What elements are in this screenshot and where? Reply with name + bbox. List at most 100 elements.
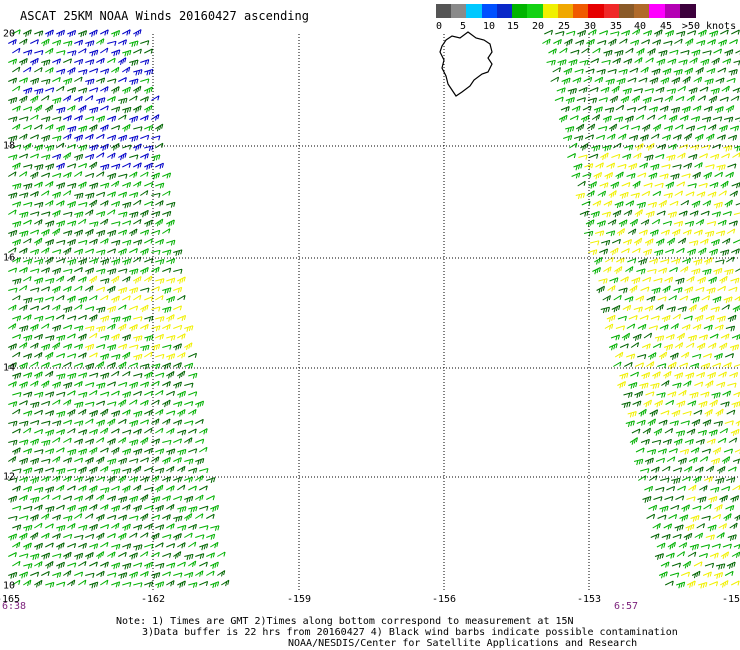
wind-barb: [581, 47, 590, 54]
legend-swatch: [679, 4, 696, 18]
wind-barb: [96, 211, 106, 218]
wind-barb: [133, 504, 143, 513]
wind-barb: [615, 104, 625, 111]
wind-barb: [733, 391, 740, 398]
wind-barb: [23, 183, 33, 190]
wind-barb: [67, 163, 77, 169]
wind-barb: [52, 228, 61, 236]
wind-barb: [713, 267, 723, 275]
wind-barb: [133, 544, 143, 551]
wind-barb: [699, 485, 708, 492]
wind-barb: [85, 418, 94, 424]
wind-barb: [659, 173, 669, 180]
wind-barb: [34, 30, 44, 37]
wind-barb: [638, 77, 648, 83]
wind-barb: [89, 144, 99, 152]
wind-barb: [711, 238, 720, 247]
wind-barb: [594, 230, 605, 237]
wind-barb: [41, 494, 50, 500]
wind-barb: [96, 268, 106, 275]
wind-barb: [610, 247, 619, 256]
wind-barb: [100, 278, 110, 284]
wind-barb: [151, 496, 161, 503]
wind-barb: [657, 114, 667, 120]
wind-barb: [41, 380, 50, 389]
wind-barb: [601, 239, 611, 246]
wind-barb: [89, 428, 98, 436]
wind-barb: [56, 542, 65, 550]
wind-barb: [578, 154, 588, 160]
wind-barb: [19, 95, 28, 104]
wind-barb: [640, 66, 649, 74]
wind-barb: [667, 541, 676, 550]
wind-barb: [151, 306, 161, 312]
wind-barb: [155, 162, 164, 169]
wind-barb: [177, 580, 186, 588]
wind-barb: [19, 211, 29, 219]
wind-barb: [30, 57, 39, 66]
wind-barb: [23, 49, 33, 56]
wind-barb: [731, 334, 740, 341]
wind-barb: [173, 268, 183, 274]
wind-barb: [122, 162, 131, 168]
wind-barb: [8, 515, 18, 521]
wind-barb: [730, 277, 740, 284]
wind-barb: [593, 106, 603, 114]
wind-barb: [177, 276, 186, 284]
wind-barb: [642, 96, 652, 104]
wind-barb: [12, 579, 21, 586]
legend-swatch: [573, 4, 589, 18]
wind-barb: [74, 248, 84, 255]
wind-barb: [660, 410, 670, 416]
wind-barb: [12, 392, 22, 398]
wind-barb: [623, 209, 633, 217]
wind-barb: [162, 344, 172, 350]
wind-barb: [597, 40, 607, 46]
wind-barb: [665, 248, 675, 254]
wind-barb: [676, 400, 686, 408]
wind-barb: [78, 87, 88, 94]
wind-barb: [637, 323, 647, 331]
wind-barb: [642, 427, 651, 435]
wind-barb: [89, 503, 98, 511]
wind-barb: [23, 486, 33, 493]
wind-barb: [210, 541, 219, 549]
wind-barb: [140, 532, 149, 538]
wind-barb: [184, 495, 194, 503]
wind-barb: [645, 210, 655, 218]
wind-barb: [702, 268, 712, 276]
wind-barb: [661, 314, 671, 323]
wind-barb: [12, 468, 22, 474]
wind-barb: [590, 58, 600, 64]
wind-barb: [643, 332, 653, 339]
wind-barb: [140, 59, 150, 66]
wind-barb: [166, 448, 176, 456]
wind-barb: [41, 532, 50, 540]
wind-barb: [633, 88, 643, 94]
wind-barb: [656, 58, 666, 66]
wind-barb: [621, 182, 631, 188]
wind-barb: [100, 238, 109, 245]
wind-barb: [726, 561, 736, 569]
wind-barb: [96, 115, 106, 123]
wind-barb: [698, 400, 708, 408]
wind-barb: [694, 381, 704, 387]
wind-barb: [594, 256, 603, 265]
wind-barb: [140, 551, 149, 557]
wind-barb: [649, 229, 659, 237]
wind-barb: [151, 154, 161, 162]
wind-barb: [632, 180, 641, 189]
wind-barb: [184, 382, 194, 388]
wind-barb: [199, 561, 208, 567]
wind-barb: [166, 503, 175, 511]
wind-barb: [140, 209, 149, 218]
wind-barb: [100, 504, 109, 511]
wind-barb: [635, 114, 645, 120]
wind-barb: [166, 335, 176, 341]
wind-barb: [586, 38, 595, 47]
wind-barb: [107, 115, 117, 122]
wind-barb: [732, 458, 740, 464]
wind-barb: [670, 504, 680, 510]
wind-barb: [89, 523, 98, 532]
wind-barb: [650, 382, 660, 390]
